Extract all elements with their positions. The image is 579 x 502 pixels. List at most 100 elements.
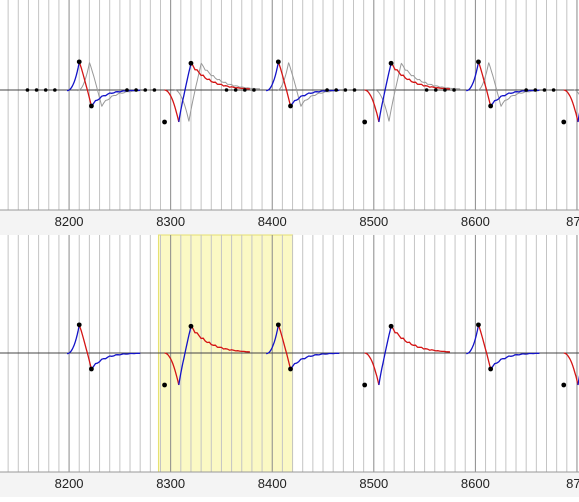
rising-trace bbox=[178, 326, 192, 386]
peak-marker bbox=[476, 59, 481, 65]
overlay-trace bbox=[400, 62, 461, 90]
rising-trace bbox=[490, 352, 540, 371]
falling-trace bbox=[563, 352, 579, 386]
falling-trace bbox=[563, 89, 579, 123]
x-tick-label: 8300 bbox=[156, 476, 185, 491]
rising-trace bbox=[266, 62, 279, 92]
peak-marker bbox=[388, 323, 394, 329]
x-tick-label: 8500 bbox=[359, 214, 388, 229]
falling-trace bbox=[78, 61, 93, 107]
baseline-marker bbox=[334, 88, 339, 92]
overlay-trace bbox=[200, 62, 261, 90]
baseline-marker bbox=[343, 88, 348, 92]
x-tick-label: 8400 bbox=[258, 476, 287, 491]
baseline-marker bbox=[25, 88, 30, 92]
baseline-marker bbox=[533, 88, 538, 92]
x-tick-label: 870 bbox=[566, 214, 579, 229]
falling-trace bbox=[364, 89, 380, 123]
overlay-trace bbox=[476, 62, 490, 92]
rising-trace bbox=[378, 326, 392, 386]
baseline-marker bbox=[551, 88, 556, 92]
x-tick-label: 8500 bbox=[359, 476, 388, 491]
x-axis-strip bbox=[0, 210, 579, 235]
falling-trace bbox=[164, 89, 180, 123]
trough-marker bbox=[89, 366, 94, 372]
x-tick-label: 8600 bbox=[461, 214, 490, 229]
peak-marker bbox=[76, 322, 82, 328]
overlay-trace bbox=[374, 89, 390, 122]
baseline-marker bbox=[152, 88, 157, 92]
baseline-marker bbox=[134, 88, 138, 92]
trough-marker bbox=[89, 103, 94, 109]
baseline-marker bbox=[424, 88, 429, 92]
rising-trace bbox=[466, 325, 480, 355]
baseline-marker bbox=[433, 88, 438, 92]
x-tick-label: 8200 bbox=[55, 476, 84, 491]
baseline-marker bbox=[34, 88, 39, 92]
overlay-trace bbox=[174, 89, 190, 122]
baseline-marker bbox=[125, 88, 129, 92]
rising-trace bbox=[490, 89, 540, 108]
peak-marker bbox=[476, 322, 481, 328]
baseline-marker bbox=[542, 88, 547, 92]
baseline-marker bbox=[53, 88, 57, 92]
peak-marker bbox=[275, 59, 281, 65]
trough-marker bbox=[162, 382, 167, 388]
baseline-marker bbox=[233, 88, 238, 92]
trough-marker bbox=[362, 119, 368, 125]
falling-trace bbox=[390, 62, 451, 90]
baseline-marker bbox=[325, 88, 329, 92]
x-tick-label: 8300 bbox=[156, 214, 185, 229]
overlay-trace bbox=[276, 62, 289, 92]
peak-marker bbox=[388, 60, 394, 66]
baseline-marker bbox=[524, 88, 528, 92]
rising-trace bbox=[66, 62, 80, 92]
baseline-marker bbox=[243, 88, 247, 92]
rising-trace bbox=[178, 63, 192, 123]
rising-trace bbox=[90, 352, 141, 371]
trough-marker bbox=[488, 103, 494, 109]
falling-trace bbox=[190, 62, 250, 90]
x-tick-label: 8600 bbox=[461, 476, 490, 491]
falling-trace bbox=[277, 324, 292, 370]
rising-trace bbox=[466, 62, 480, 92]
falling-trace bbox=[390, 325, 451, 353]
rising-trace bbox=[289, 89, 340, 108]
rising-trace bbox=[66, 325, 80, 355]
x-axis-strip bbox=[0, 472, 579, 497]
falling-trace bbox=[364, 352, 380, 386]
baseline-marker bbox=[252, 88, 256, 92]
peak-marker bbox=[188, 60, 194, 66]
baseline-marker bbox=[143, 88, 148, 92]
rising-trace bbox=[378, 63, 392, 123]
baseline-marker bbox=[352, 88, 357, 92]
trough-marker bbox=[362, 382, 368, 388]
rising-trace bbox=[289, 352, 340, 371]
baseline-marker bbox=[443, 88, 447, 92]
x-tick-label: 8200 bbox=[55, 214, 84, 229]
baseline-marker bbox=[452, 88, 456, 92]
x-tick-label: 8400 bbox=[258, 214, 287, 229]
falling-trace bbox=[164, 352, 180, 386]
chart-panel-bottom: 8200 8300 8400 8500 8600 870 bbox=[0, 234, 579, 497]
falling-trace bbox=[477, 324, 492, 370]
falling-trace bbox=[78, 324, 93, 370]
trough-marker bbox=[488, 366, 494, 372]
baseline-marker bbox=[224, 88, 229, 92]
trough-marker bbox=[561, 119, 567, 125]
baseline-marker bbox=[43, 88, 48, 92]
peak-marker bbox=[188, 323, 194, 329]
overlay-trace bbox=[573, 89, 579, 96]
trough-marker bbox=[162, 119, 167, 125]
falling-trace bbox=[277, 61, 292, 107]
trough-marker bbox=[561, 382, 567, 388]
peak-marker bbox=[76, 59, 82, 65]
falling-trace bbox=[477, 61, 492, 107]
chart-panel-top: 8200 8300 8400 8500 8600 870 bbox=[0, 0, 579, 235]
rising-trace bbox=[266, 325, 279, 355]
falling-trace bbox=[190, 325, 250, 353]
rising-trace bbox=[90, 89, 141, 108]
peak-marker bbox=[275, 322, 281, 328]
